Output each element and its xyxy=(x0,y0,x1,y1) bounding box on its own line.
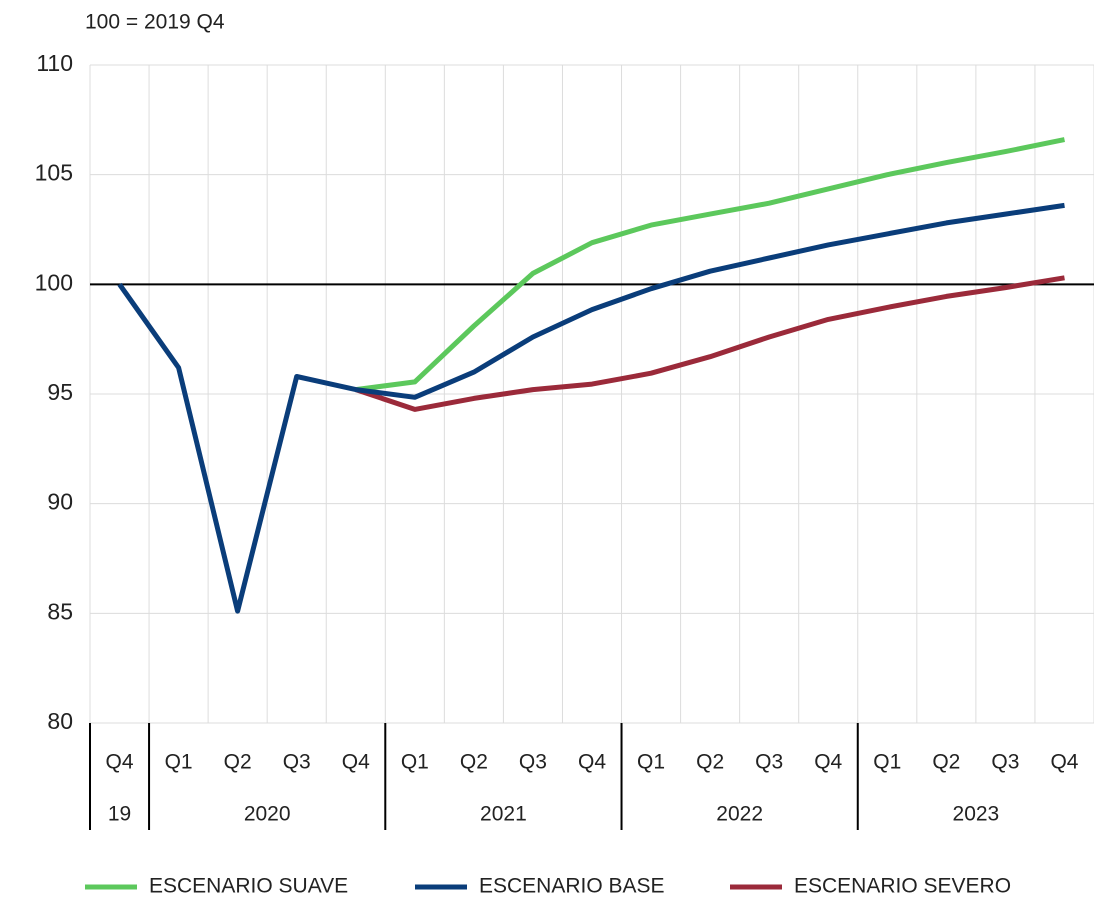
x-group-label: 2021 xyxy=(480,803,527,826)
series-line xyxy=(355,275,1065,412)
x-tick-label: Q3 xyxy=(519,751,547,774)
y-tick-label: 100 xyxy=(35,269,73,295)
y-tick-label: 105 xyxy=(35,160,73,186)
x-tick-label: Q4 xyxy=(578,751,606,774)
y-tick-label: 90 xyxy=(47,489,73,515)
x-tick-label: Q1 xyxy=(873,751,901,774)
y-tick-label: 85 xyxy=(47,598,73,624)
x-tick-label: Q2 xyxy=(932,751,960,774)
x-group-label: 2023 xyxy=(953,803,1000,826)
x-group-label: 2020 xyxy=(244,803,291,826)
x-tick-label: Q2 xyxy=(224,751,252,774)
x-group-label: 2022 xyxy=(716,803,763,826)
x-tick-label: Q4 xyxy=(1050,751,1078,774)
legend-label: ESCENARIO SUAVE xyxy=(149,875,348,898)
series-line xyxy=(355,137,1065,393)
x-tick-label: Q3 xyxy=(283,751,311,774)
y-tick-label: 95 xyxy=(47,379,73,405)
y-tick-label: 80 xyxy=(47,708,73,734)
x-tick-label: Q4 xyxy=(106,751,134,774)
x-tick-label: Q1 xyxy=(401,751,429,774)
x-tick-label: Q2 xyxy=(696,751,724,774)
legend-label: ESCENARIO SEVERO xyxy=(794,875,1011,898)
x-tick-label: Q1 xyxy=(637,751,665,774)
x-tick-label: Q3 xyxy=(991,751,1019,774)
x-group-label: 19 xyxy=(108,803,131,826)
legend-label: ESCENARIO BASE xyxy=(479,875,665,898)
x-tick-label: Q2 xyxy=(460,751,488,774)
x-tick-label: Q4 xyxy=(342,751,370,774)
x-tick-label: Q1 xyxy=(165,751,193,774)
x-tick-label: Q3 xyxy=(755,751,783,774)
y-tick-label: 110 xyxy=(36,50,73,76)
chart-subtitle: 100 = 2019 Q4 xyxy=(85,11,225,34)
series-line xyxy=(117,202,1065,614)
x-tick-label: Q4 xyxy=(814,751,842,774)
